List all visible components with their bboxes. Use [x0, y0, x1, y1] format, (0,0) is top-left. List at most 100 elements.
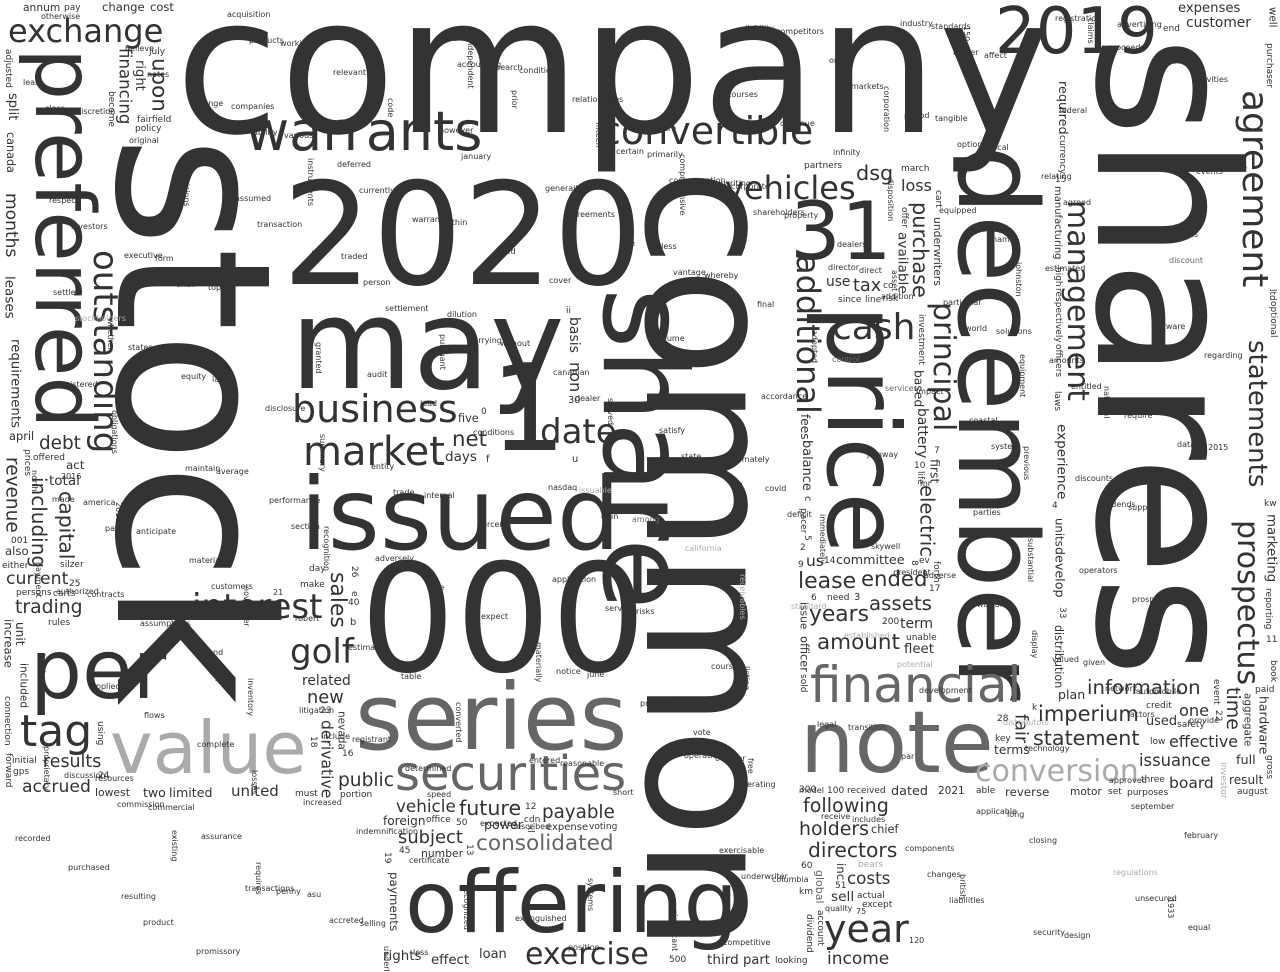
word-speed: speed — [427, 790, 452, 799]
word-disclosure: disclosure — [265, 404, 306, 413]
word-except: except — [862, 900, 893, 910]
word-north: north — [30, 470, 39, 492]
word-holders: holders — [799, 818, 870, 840]
word-security: security — [1033, 928, 1065, 937]
word-solutions: solutions — [996, 327, 1032, 336]
word-dilution: dilution — [447, 310, 477, 319]
word-shall: shall — [177, 280, 196, 289]
word-trading: trading — [15, 597, 83, 618]
word-losses: losses — [250, 770, 259, 795]
word-issued: issued — [300, 456, 621, 573]
word-may: may — [290, 271, 565, 418]
word-19: 19 — [382, 852, 392, 864]
word-lead: lead — [420, 399, 438, 408]
word-power: power — [484, 817, 523, 832]
word-components: components — [905, 844, 955, 853]
word-traded: traded — [341, 252, 368, 261]
word-support: support — [1128, 503, 1159, 512]
word-original: original — [129, 136, 159, 145]
word-assumptions: assumptions — [140, 619, 191, 628]
word-estimates: estimates — [348, 643, 388, 652]
word-discussion: discussion — [64, 771, 106, 780]
word-assurance: assurance — [201, 832, 242, 841]
word-systems: systems — [586, 878, 595, 912]
word-indemnification: indemnification — [356, 827, 419, 836]
word-40: 40 — [348, 598, 360, 608]
word-income: income — [827, 949, 890, 969]
word-tax: tax — [853, 276, 882, 296]
word-purchase: purchase — [907, 202, 932, 298]
word-fixed: fixed — [496, 247, 516, 256]
word-demand: demand — [435, 34, 468, 43]
word-whether: whether — [106, 318, 115, 351]
word-standards: standards — [931, 22, 971, 31]
word-technologies: technologies — [1147, 230, 1198, 239]
word-equity: equity — [181, 372, 207, 381]
word-us: us — [806, 552, 824, 570]
word-xl: xl — [525, 825, 535, 833]
word-trade: trade — [393, 488, 415, 497]
word-primarily: primarily — [647, 150, 683, 159]
word-agreement: agreement — [1234, 90, 1275, 288]
word-distribution: distribution — [1052, 625, 1066, 689]
word-150: 150 — [962, 26, 971, 42]
word-policy: policy — [135, 124, 162, 134]
word-substantial: substantial — [1026, 538, 1035, 583]
word-potential: potential — [897, 660, 933, 669]
word-outstanding: outstanding — [85, 250, 125, 454]
word-000: 000 — [360, 533, 647, 707]
word-competitors: competitors — [776, 27, 824, 36]
word-purchaser: purchaser — [1264, 43, 1274, 89]
word-imperium: imperium — [1038, 702, 1139, 726]
word-position: position — [568, 943, 600, 952]
word-cdn: cdn — [524, 815, 541, 825]
word-within: within — [443, 218, 468, 227]
word-applicable: applicable — [976, 807, 1018, 816]
word-materially: materially — [534, 642, 543, 683]
word-shares: shares — [1052, 35, 1279, 678]
word-companies: companies — [231, 102, 275, 111]
word-accreted: accreted — [329, 916, 364, 925]
word-gross: gross — [1264, 755, 1274, 780]
word-class: class — [45, 104, 65, 113]
word-services: services — [885, 384, 918, 393]
word-120: 120 — [909, 936, 925, 945]
word-50: 50 — [456, 818, 468, 828]
word-finance: finance — [734, 482, 743, 512]
word-chief: chief — [871, 823, 899, 836]
word-august: august — [1237, 787, 1268, 797]
word-series: series — [355, 664, 628, 771]
word-increase: increase — [1, 619, 16, 668]
word-hardware: hardware — [1256, 696, 1272, 755]
word-rules: rules — [48, 618, 71, 628]
word-prices: prices — [22, 449, 32, 477]
word-agreements: agreements — [567, 210, 616, 219]
word-gps: gps — [13, 767, 30, 777]
word-fiscal: fiscal — [988, 143, 1009, 152]
word-satisfy: satisfy — [659, 426, 686, 435]
word-75: 75 — [856, 907, 867, 916]
word-dealers: dealers — [837, 240, 867, 249]
word-fairfield: fairfield — [137, 115, 172, 125]
word-particular: particular — [943, 298, 982, 307]
word-design: design — [1064, 931, 1091, 940]
word-equal: equal — [1188, 923, 1211, 932]
word-electric: electric — [915, 485, 939, 557]
word-single: single — [621, 32, 645, 41]
word-28: 28 — [997, 714, 1009, 724]
word-amount: amount — [817, 630, 900, 655]
word-requirements: requirements — [7, 339, 23, 428]
word-generally: generally — [545, 184, 583, 193]
word-lowest: lowest — [95, 786, 130, 799]
word-company: company — [175, 0, 1051, 177]
word-day: day — [309, 564, 326, 574]
word-officer: officer — [797, 636, 812, 672]
word-five: five — [458, 412, 479, 425]
word-100: 100 — [827, 786, 845, 796]
word-technology: technology — [1025, 744, 1070, 753]
word-approximately: approximately — [712, 455, 770, 464]
word-2015: 2015 — [1208, 443, 1229, 452]
word-offered: offered — [33, 453, 65, 463]
word-nevada: nevada — [335, 711, 348, 750]
word-third: third — [707, 952, 739, 968]
